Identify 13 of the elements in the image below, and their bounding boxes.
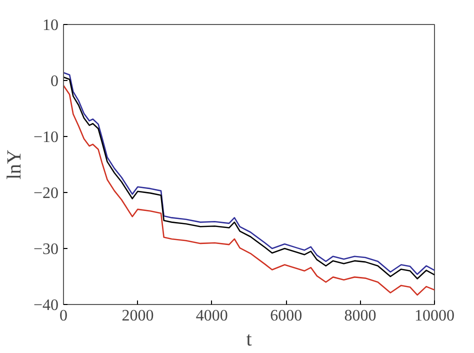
x-tick-label: 8000 <box>344 308 376 324</box>
x-axis-title: t <box>246 328 252 350</box>
x-tick-label: 4000 <box>196 308 228 324</box>
y-tick-label: −10 <box>33 129 59 146</box>
y-tick-label: −40 <box>33 297 59 314</box>
x-tick-label: 2000 <box>122 308 154 324</box>
y-tick-label: −30 <box>33 241 59 258</box>
x-tick-label: 6000 <box>270 308 302 324</box>
x-tick-label: 10000 <box>414 308 454 324</box>
y-axis-title: lnY <box>3 150 26 180</box>
y-tick-label: −20 <box>33 185 59 202</box>
y-tick-label: 0 <box>50 73 58 90</box>
y-tick-label: 10 <box>42 17 58 34</box>
